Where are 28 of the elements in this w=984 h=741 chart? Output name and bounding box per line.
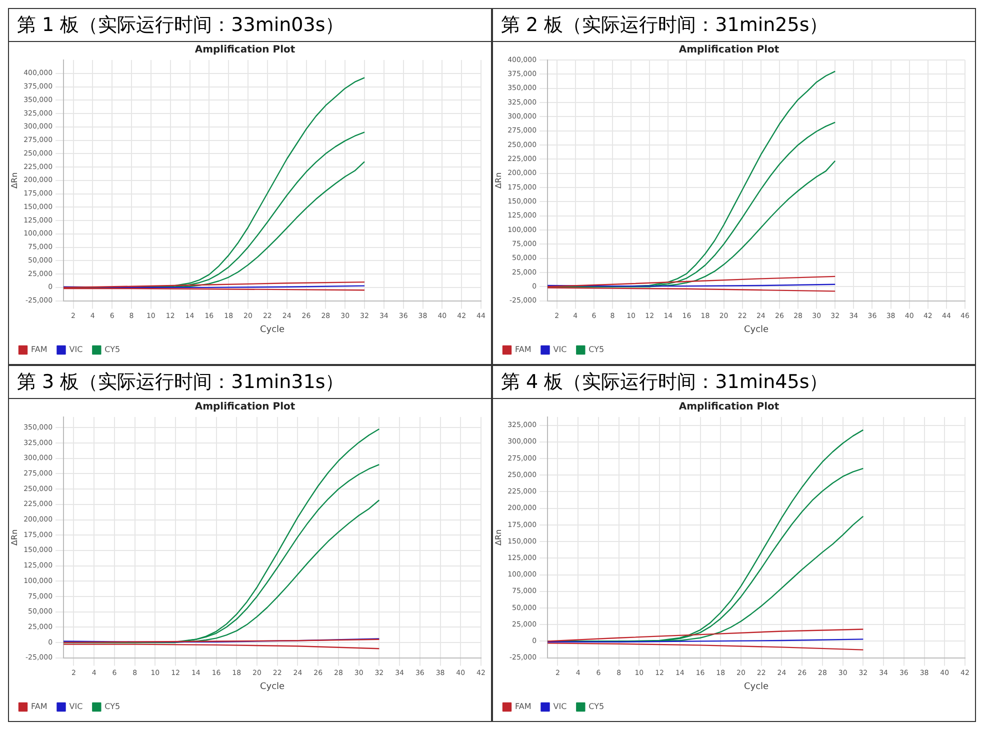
chart-title: 第 2 板（实际运行时间：31min25s） — [493, 9, 975, 42]
chart-subtitle: Amplification Plot — [678, 402, 780, 413]
chart-subtitle: Amplification Plot — [194, 44, 296, 56]
legend-label: VIC — [553, 702, 568, 712]
legend-label: VIC — [553, 345, 568, 354]
y-axis-title: ΔRn — [10, 529, 19, 546]
x-axis-title: Cycle — [744, 324, 770, 335]
chart-title: 第 4 板（实际运行时间：31min45s） — [493, 366, 975, 399]
y-axis-title: ΔRn — [10, 172, 19, 188]
chart-subtitle: Amplification Plot — [678, 44, 780, 56]
legend-label: FAM — [515, 345, 532, 354]
chart-title: 第 3 板（实际运行时间：31min31s） — [9, 366, 491, 399]
legend-label: VIC — [69, 345, 84, 354]
legend-label: FAM — [31, 345, 48, 354]
legend-label: CY5 — [588, 345, 604, 354]
chart-title: 第 1 板（实际运行时间：33min03s） — [9, 9, 491, 42]
y-axis-title: ΔRn — [494, 172, 503, 188]
legend-label: CY5 — [104, 702, 120, 712]
x-axis-title: Cycle — [260, 324, 286, 335]
legend-label: CY5 — [104, 345, 120, 354]
legend-label: CY5 — [588, 702, 604, 712]
y-axis-title: ΔRn — [494, 529, 503, 546]
legend-label: VIC — [69, 702, 84, 712]
x-axis-title: Cycle — [260, 682, 286, 692]
legend-label: FAM — [515, 702, 532, 712]
chart-subtitle: Amplification Plot — [194, 402, 296, 413]
x-axis-title: Cycle — [744, 682, 770, 692]
legend-label: FAM — [31, 702, 48, 712]
